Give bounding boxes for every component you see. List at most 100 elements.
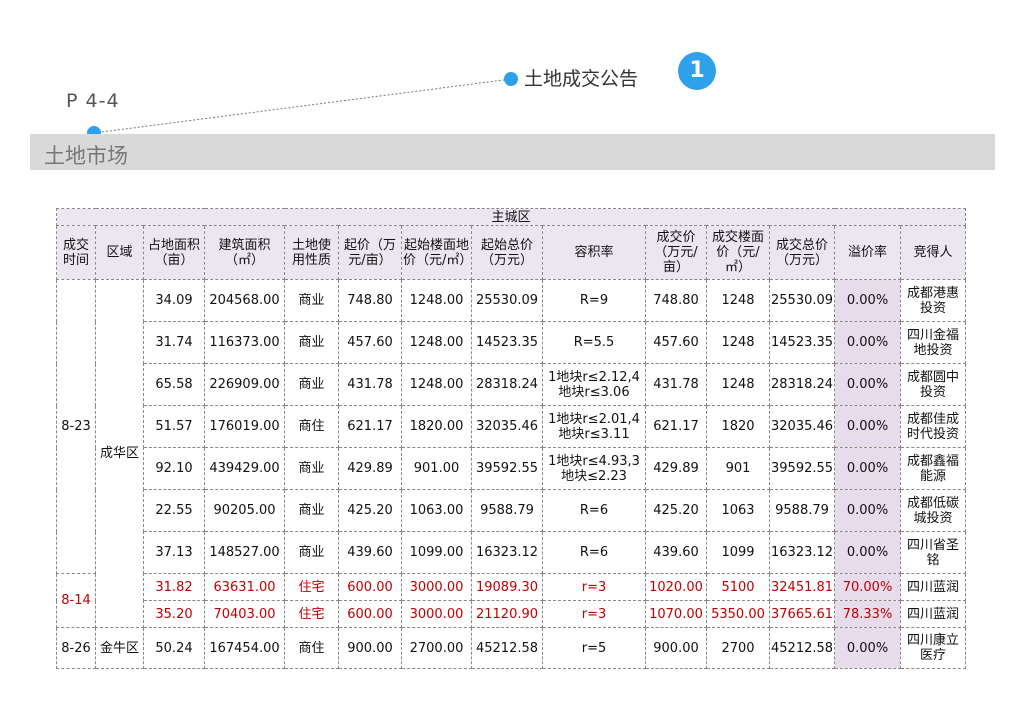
cell-far: r=3	[542, 600, 646, 628]
cell-deal-floor-price: 1063	[706, 489, 770, 532]
cell-deal-floor-price: 1099	[706, 531, 770, 574]
cell-start-price: 439.60	[338, 531, 402, 574]
cell-deal-price: 748.80	[645, 279, 707, 322]
cell-start-floor-price: 901.00	[401, 447, 472, 490]
cell-floor-area: 439429.00	[204, 447, 285, 490]
cell-winner: 四川蓝润	[900, 573, 967, 601]
cell-district: 成华区	[95, 279, 144, 628]
cell-far: 1地块r≤2.12,4地块r≤3.06	[542, 363, 646, 406]
cell-start-price: 431.78	[338, 363, 402, 406]
table-row: 35.20 70403.00 住宅 600.00 3000.00 21120.90 r=3 1…	[57, 600, 967, 628]
table-row: 8-26 金牛区 50.24 167454.00 商住 900.00 2700.00 4521…	[56, 627, 967, 669]
header-land-area: 占地面积（亩）	[143, 225, 205, 280]
cell-district: 金牛区	[95, 627, 144, 669]
cell-deal-time: 8-26	[56, 627, 96, 669]
cell-winner: 成都佳成时代投资	[900, 405, 967, 448]
cell-start-floor-price: 3000.00	[401, 600, 472, 628]
step-badge: 1	[678, 52, 716, 90]
cell-start-price: 457.60	[338, 321, 402, 364]
cell-winner: 成都港惠投资	[900, 279, 967, 322]
cell-start-total: 16323.12	[471, 531, 543, 574]
table-row: 65.58 226909.00 商业 431.78 1248.00 28318.24 1地块…	[57, 363, 967, 406]
cell-land-use: 商业	[284, 279, 339, 322]
cell-premium: 0.00%	[834, 405, 902, 448]
cell-deal-price: 425.20	[645, 489, 707, 532]
cell-deal-total: 32451.81	[768, 573, 836, 601]
cell-deal-total: 9588.79	[768, 489, 836, 532]
cell-start-total: 45212.58	[471, 627, 543, 669]
cell-deal-price: 900.00	[645, 627, 707, 669]
cell-winner: 四川康立医疗	[900, 627, 967, 669]
cell-far: R=9	[542, 279, 646, 322]
cell-start-total: 25530.09	[471, 279, 543, 322]
cell-premium: 0.00%	[834, 489, 902, 532]
cell-deal-total: 28318.24	[768, 363, 836, 406]
cell-start-floor-price: 1248.00	[401, 321, 472, 364]
cell-far: r=3	[542, 573, 646, 601]
cell-deal-floor-price: 1820	[706, 405, 770, 448]
cell-deal-price: 439.60	[645, 531, 707, 574]
cell-deal-time: 8-14	[56, 573, 96, 628]
cell-land-area: 34.09	[143, 279, 205, 322]
cell-start-price: 748.80	[338, 279, 402, 322]
header-start-floor-price: 起始楼面地价（元/㎡）	[401, 225, 472, 280]
cell-deal-total: 14523.35	[768, 321, 836, 364]
header-premium: 溢价率	[834, 225, 902, 280]
header-start-total: 起始总价（万元）	[471, 225, 543, 280]
cell-deal-total: 32035.46	[768, 405, 836, 448]
cell-premium: 0.00%	[834, 363, 902, 406]
cell-land-area: 37.13	[143, 531, 205, 574]
cell-floor-area: 70403.00	[204, 600, 285, 628]
cell-land-use: 住宅	[284, 573, 339, 601]
cell-land-use: 商住	[284, 627, 339, 669]
cell-deal-total: 45212.58	[768, 627, 836, 669]
cell-land-area: 31.82	[143, 573, 205, 601]
cell-winner: 四川金福地投资	[900, 321, 967, 364]
cell-start-floor-price: 3000.00	[401, 573, 472, 601]
cell-deal-total: 39592.55	[768, 447, 836, 490]
cell-deal-total: 25530.09	[768, 279, 836, 322]
cell-start-price: 600.00	[338, 600, 402, 628]
cell-premium: 0.00%	[834, 447, 902, 490]
cell-land-area: 22.55	[143, 489, 205, 532]
cell-deal-total: 37665.61	[768, 600, 836, 628]
cell-floor-area: 204568.00	[204, 279, 285, 322]
cell-deal-price: 429.89	[645, 447, 707, 490]
connector-line	[93, 78, 512, 134]
cell-start-total: 14523.35	[471, 321, 543, 364]
cell-start-price: 900.00	[338, 627, 402, 669]
header-far: 容积率	[542, 225, 646, 280]
cell-winner: 成都低碳城投资	[900, 489, 967, 532]
cell-floor-area: 226909.00	[204, 363, 285, 406]
cell-start-price: 429.89	[338, 447, 402, 490]
table-row: 22.55 90205.00 商业 425.20 1063.00 9588.79 R=6 42…	[57, 489, 967, 532]
cell-deal-price: 621.17	[645, 405, 707, 448]
header-district: 区域	[95, 225, 144, 280]
header-deal-time: 成交时间	[56, 225, 96, 280]
cell-start-total: 28318.24	[471, 363, 543, 406]
cell-land-use: 商业	[284, 489, 339, 532]
cell-land-use: 商住	[284, 405, 339, 448]
table-banner: 主城区	[55, 208, 967, 226]
cell-premium: 70.00%	[834, 573, 902, 601]
cell-deal-floor-price: 1248	[706, 321, 770, 364]
cell-start-floor-price: 2700.00	[401, 627, 472, 669]
callout-label: 土地成交公告	[524, 68, 639, 90]
cell-start-total: 19089.30	[471, 573, 543, 601]
cell-deal-floor-price: 1248	[706, 363, 770, 406]
cell-far: 1地块r≤2.01,4地块r≤3.11	[542, 405, 646, 448]
cell-land-use: 商业	[284, 363, 339, 406]
cell-floor-area: 167454.00	[204, 627, 285, 669]
cell-start-price: 425.20	[338, 489, 402, 532]
table-row: 8-23 成华区 34.09 204568.00 商业 748.80 1248.00 2553…	[56, 279, 967, 628]
section-bar: 土地市场	[30, 134, 995, 170]
cell-deal-floor-price: 5350.00	[706, 600, 770, 628]
cell-winner: 成都鑫福能源	[900, 447, 967, 490]
cell-start-floor-price: 1248.00	[401, 279, 472, 322]
callout-dot-top	[504, 72, 518, 86]
table-row: 8-14 31.82 63631.00 住宅 600.00 3000.00 19089.30…	[56, 573, 967, 628]
land-deal-table: 主城区 成交时间 区域 占地面积（亩） 建筑面积（㎡） 土地使用性质 起价（万元…	[55, 208, 967, 669]
cell-far: r=5	[542, 627, 646, 669]
cell-deal-floor-price: 2700	[706, 627, 770, 669]
cell-deal-price: 457.60	[645, 321, 707, 364]
